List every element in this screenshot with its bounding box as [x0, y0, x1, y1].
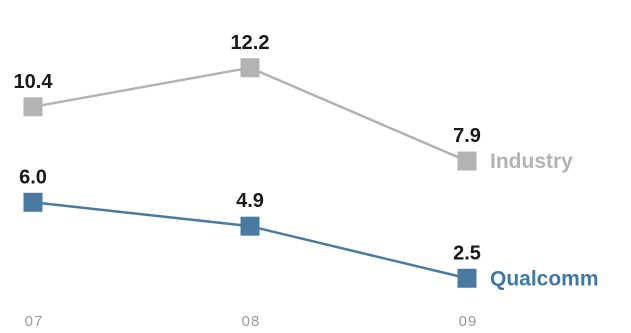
industry-marker-08	[240, 58, 260, 78]
qualcomm-marker-07	[23, 192, 43, 212]
qualcomm-line	[32, 201, 468, 280]
qualcomm-value-label-08: 4.9	[236, 190, 264, 212]
industry-value-label-07: 10.4	[14, 71, 54, 93]
x-tick-label-07: 07	[25, 313, 44, 328]
industry-value-label-09: 7.9	[453, 125, 481, 147]
qualcomm-value-label-09: 2.5	[453, 242, 481, 264]
industry-marker-09	[457, 151, 477, 171]
industry-value-label-08: 12.2	[231, 32, 270, 54]
series-names: Industry Qualcomm	[490, 150, 599, 290]
industry-line	[32, 66, 468, 163]
industry-series-label: Industry	[490, 150, 573, 173]
industry-marker-07	[23, 97, 43, 117]
series-lines	[32, 66, 468, 280]
qualcomm-value-label-07: 6.0	[19, 166, 47, 188]
series-markers	[23, 58, 477, 288]
qualcomm-series-label: Qualcomm	[490, 267, 599, 290]
data-labels: 10.4 12.2 7.9 6.0 4.9 2.5	[14, 32, 481, 264]
qualcomm-marker-08	[240, 216, 260, 236]
x-axis-ticks: 07 08 09	[25, 313, 478, 330]
x-tick-label-09: 09	[459, 313, 478, 328]
x-tick-label-08: 08	[242, 313, 261, 328]
qualcomm-marker-09	[457, 268, 477, 288]
